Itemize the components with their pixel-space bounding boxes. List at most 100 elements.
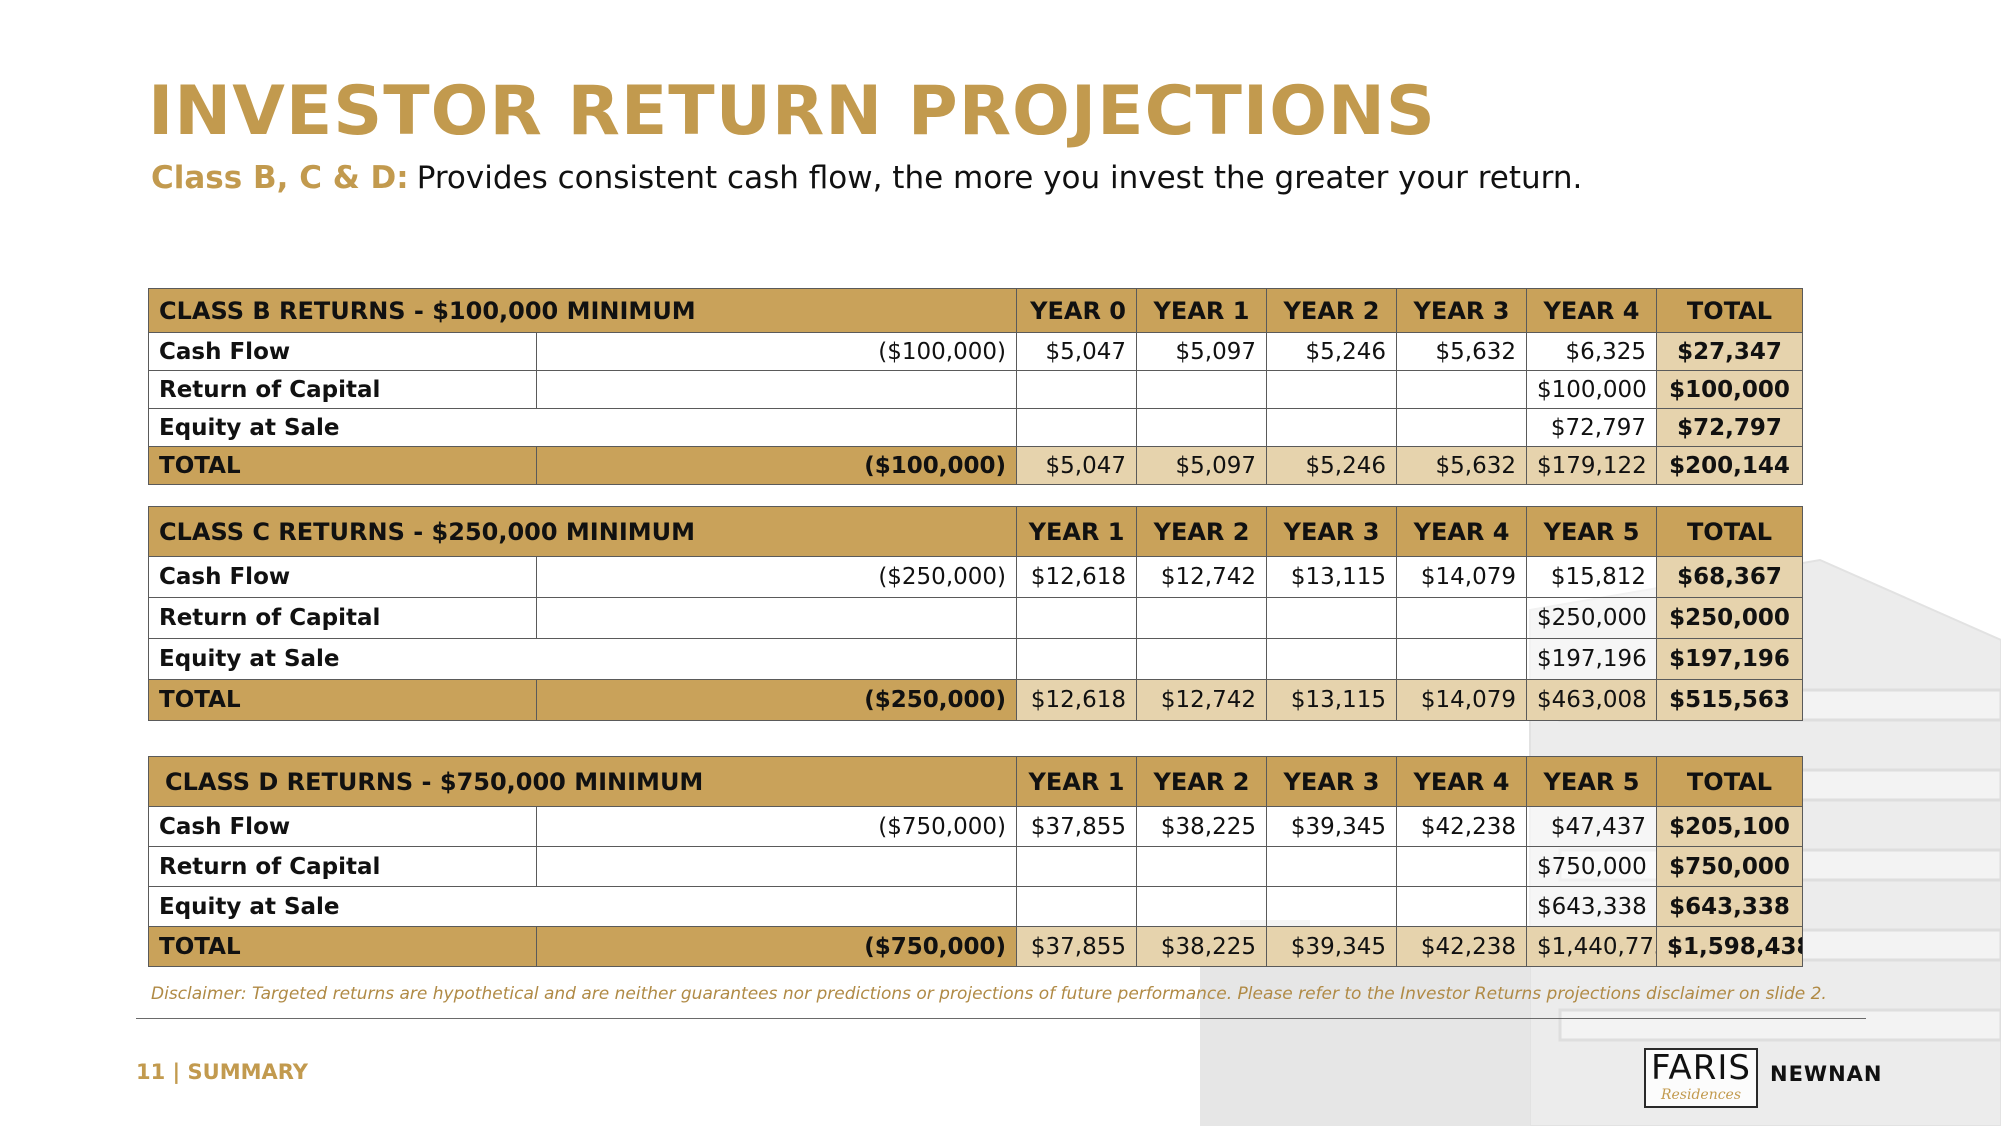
column-header: YEAR 5 bbox=[1526, 756, 1657, 807]
cell-year-4: $42,238 bbox=[1396, 806, 1527, 847]
cell-year-4: $5,632 bbox=[1396, 446, 1527, 485]
row-label: TOTAL bbox=[148, 679, 537, 721]
subtitle-lead: Class B, C & D: bbox=[151, 160, 409, 196]
column-header: YEAR 2 bbox=[1266, 288, 1397, 333]
cell-year-3: $5,246 bbox=[1266, 446, 1397, 485]
table-row: Equity at Sale $72,797 $72,797 bbox=[148, 408, 1803, 447]
cell-year-2: $38,225 bbox=[1136, 806, 1267, 847]
cell-year-1: $5,047 bbox=[1016, 446, 1137, 485]
cell-year-1: $37,855 bbox=[1016, 926, 1137, 967]
cell-year-3: $5,246 bbox=[1266, 332, 1397, 371]
logo-wordmark: FARIS bbox=[1651, 1048, 1751, 1088]
cell-year-0: ($100,000) bbox=[536, 332, 1017, 371]
cell-year-1 bbox=[1016, 597, 1138, 639]
cell-total: $197,196 bbox=[1656, 638, 1804, 680]
column-header: YEAR 1 bbox=[1136, 288, 1267, 333]
cell-year-4: $14,079 bbox=[1396, 679, 1528, 721]
page-number-section-label: 11 | SUMMARY bbox=[136, 1060, 308, 1084]
cell-year-5: $15,812 bbox=[1526, 556, 1658, 598]
cell-year-2 bbox=[1136, 408, 1267, 447]
cell-year-3 bbox=[1266, 846, 1397, 887]
column-header: TOTAL bbox=[1656, 288, 1803, 333]
row-label: Return of Capital bbox=[148, 846, 537, 887]
cell-year-1 bbox=[1016, 408, 1137, 447]
subtitle-text: Provides consistent cash flow, the more … bbox=[416, 160, 1583, 196]
cell-year-1: $12,618 bbox=[1016, 679, 1138, 721]
row-label: TOTAL bbox=[148, 446, 537, 485]
cell-year-4 bbox=[1396, 370, 1527, 409]
cell-year-0: ($250,000) bbox=[535, 679, 1018, 721]
page-subtitle: Class B, C & D: Provides consistent cash … bbox=[151, 158, 1582, 198]
cell-year-2 bbox=[1136, 597, 1268, 639]
cell-year-2 bbox=[1136, 370, 1267, 409]
cell-year-3 bbox=[1266, 408, 1397, 447]
cell-year-1: $12,618 bbox=[1016, 556, 1138, 598]
cell-year-5: $72,797 bbox=[1526, 408, 1657, 447]
column-header: YEAR 3 bbox=[1266, 756, 1397, 807]
table-row: Equity at Sale $643,338 $643,338 bbox=[148, 886, 1803, 927]
column-header: YEAR 1 bbox=[1016, 756, 1137, 807]
cell-year-5: $197,196 bbox=[1526, 638, 1658, 680]
table-row: Return of Capital $750,000 $750,000 bbox=[148, 846, 1803, 887]
cell-year-4 bbox=[1396, 846, 1527, 887]
row-label: Equity at Sale bbox=[147, 638, 1018, 680]
table-row: Return of Capital $100,000 $100,000 bbox=[148, 370, 1803, 409]
table-title: CLASS D RETURNS - $750,000 MINIMUM bbox=[148, 756, 1017, 807]
column-header: YEAR 4 bbox=[1526, 288, 1657, 333]
row-label: Return of Capital bbox=[148, 370, 537, 409]
cell-total: $72,797 bbox=[1656, 408, 1803, 447]
table-row: Equity at Sale $197,196 $197,196 bbox=[147, 638, 1804, 680]
cell-year-4: $14,079 bbox=[1396, 556, 1528, 598]
cell-total: $27,347 bbox=[1656, 332, 1803, 371]
disclaimer-text: Disclaimer: Targeted returns are hypothe… bbox=[151, 984, 1827, 1004]
cell-year-2 bbox=[1136, 886, 1267, 927]
cell-year-4: $5,632 bbox=[1396, 332, 1527, 371]
column-header: YEAR 4 bbox=[1396, 506, 1528, 557]
column-header: YEAR 5 bbox=[1526, 506, 1658, 557]
cell-total: $205,100 bbox=[1656, 806, 1803, 847]
footer-divider bbox=[136, 1018, 1866, 1019]
cell-total: $68,367 bbox=[1656, 556, 1804, 598]
cell-year-0 bbox=[536, 846, 1017, 887]
cell-year-5: $1,440,775 bbox=[1526, 926, 1657, 967]
cell-year-5: $643,338 bbox=[1526, 886, 1657, 927]
table-title: CLASS B RETURNS - $100,000 MINIMUM bbox=[148, 288, 1017, 333]
cell-year-0 bbox=[536, 370, 1017, 409]
page-title: INVESTOR RETURN PROJECTIONS bbox=[148, 72, 1436, 151]
cell-year-4 bbox=[1396, 886, 1527, 927]
table-row: Return of Capital $250,000 $250,000 bbox=[148, 597, 1804, 639]
logo-subtext: Residences bbox=[1660, 1087, 1742, 1103]
cell-total: $250,000 bbox=[1656, 597, 1804, 639]
cell-year-3: $13,115 bbox=[1266, 556, 1398, 598]
column-header: TOTAL bbox=[1656, 756, 1803, 807]
cell-total: $100,000 bbox=[1656, 370, 1803, 409]
table-row: Cash Flow ($100,000) $5,047 $5,097 $5,24… bbox=[148, 332, 1803, 371]
cell-year-1 bbox=[1016, 370, 1137, 409]
cell-year-5: $250,000 bbox=[1526, 597, 1658, 639]
total-row: TOTAL ($750,000) $37,855 $38,225 $39,345… bbox=[148, 926, 1803, 967]
cell-year-2: $12,742 bbox=[1136, 679, 1268, 721]
cell-year-5: $6,325 bbox=[1526, 332, 1657, 371]
column-header: YEAR 3 bbox=[1266, 506, 1398, 557]
cell-year-2: $12,742 bbox=[1136, 556, 1268, 598]
cell-year-3: $39,345 bbox=[1266, 806, 1397, 847]
cell-year-2: $38,225 bbox=[1136, 926, 1267, 967]
row-label: Cash Flow bbox=[148, 806, 537, 847]
cell-total: $200,144 bbox=[1656, 446, 1803, 485]
cell-year-5: $100,000 bbox=[1526, 370, 1657, 409]
cell-year-5: $750,000 bbox=[1526, 846, 1657, 887]
column-header: YEAR 2 bbox=[1136, 506, 1268, 557]
class-d-returns-table: CLASS D RETURNS - $750,000 MINIMUM YEAR … bbox=[148, 756, 1803, 967]
cell-year-4 bbox=[1396, 408, 1527, 447]
row-label: Equity at Sale bbox=[148, 408, 1017, 447]
cell-year-4 bbox=[1396, 597, 1528, 639]
class-b-returns-table: CLASS B RETURNS - $100,000 MINIMUM YEAR … bbox=[148, 288, 1803, 485]
cell-year-1: $5,047 bbox=[1016, 332, 1137, 371]
cell-year-3 bbox=[1266, 597, 1398, 639]
cell-total: $1,598,438 bbox=[1656, 926, 1803, 967]
column-header: YEAR 3 bbox=[1396, 288, 1527, 333]
cell-year-3: $39,345 bbox=[1266, 926, 1397, 967]
cell-year-3 bbox=[1266, 370, 1397, 409]
column-header: YEAR 2 bbox=[1136, 756, 1267, 807]
cell-year-3: $13,115 bbox=[1266, 679, 1398, 721]
